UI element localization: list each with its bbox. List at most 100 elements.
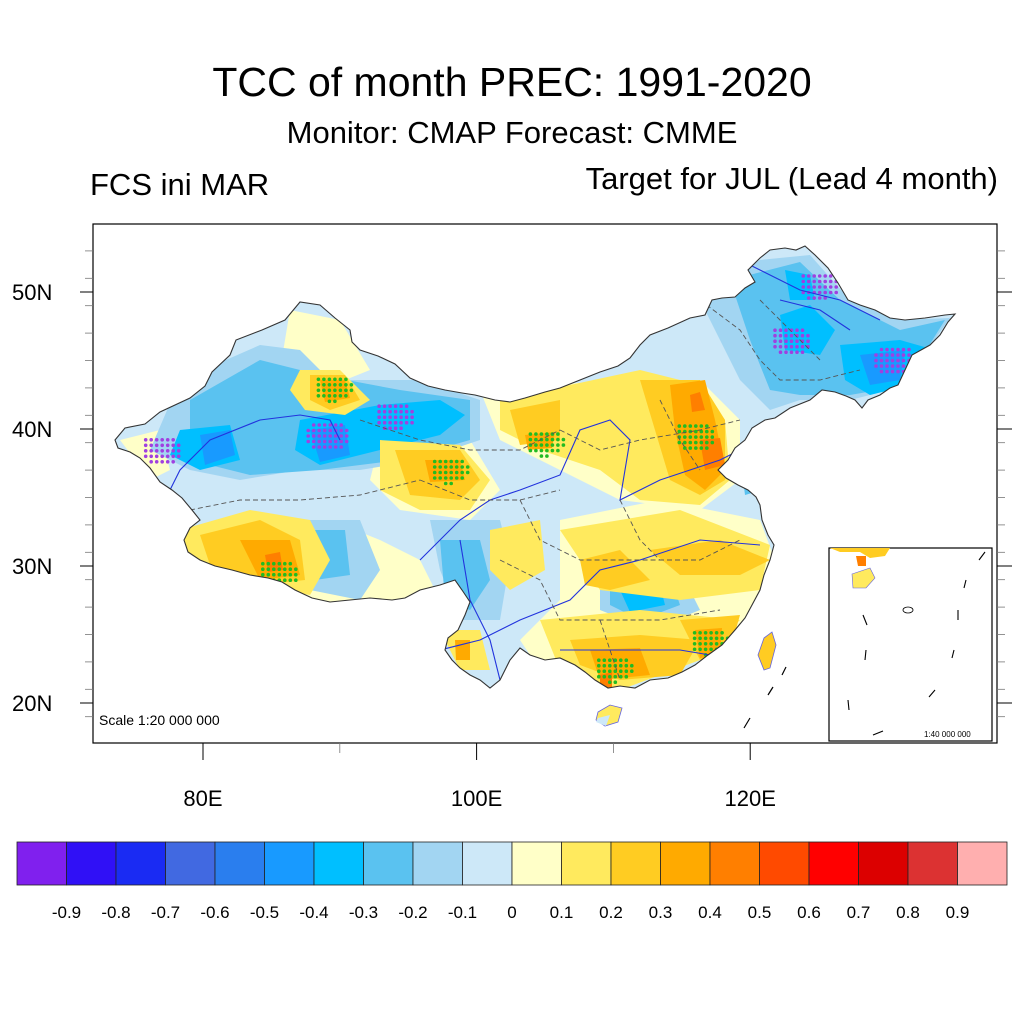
stipple-dot bbox=[907, 347, 911, 352]
stipple-dot bbox=[432, 465, 437, 469]
stipple-dot bbox=[806, 285, 811, 289]
stipple-dot bbox=[550, 443, 555, 447]
stipple-dot bbox=[778, 344, 783, 349]
stipple-dot bbox=[556, 437, 560, 442]
stipple-dot bbox=[602, 658, 607, 662]
stipple-dot bbox=[149, 443, 153, 448]
stipple-dot bbox=[333, 423, 338, 427]
stipple-dot bbox=[694, 424, 698, 428]
stipple-dot bbox=[317, 445, 322, 449]
colorbar-swatch bbox=[957, 841, 1008, 886]
stipple-dot bbox=[699, 429, 704, 434]
stipple-dot bbox=[890, 369, 895, 374]
province-border bbox=[189, 479, 421, 511]
stipple-dot bbox=[311, 445, 316, 449]
stipple-dot bbox=[344, 394, 348, 398]
stipple-dot bbox=[377, 409, 381, 414]
stipple-dot bbox=[597, 669, 601, 673]
stipple-dot bbox=[165, 449, 170, 453]
stipple-dot bbox=[338, 383, 343, 387]
stipple-dot bbox=[261, 561, 265, 566]
colorbar-swatch bbox=[907, 841, 958, 886]
stipple-dot bbox=[890, 353, 895, 357]
stipple-dot bbox=[801, 274, 805, 278]
stipple-dot bbox=[322, 377, 326, 382]
stipple-dot bbox=[410, 409, 414, 414]
stipple-dot bbox=[349, 388, 354, 393]
stipple-dot bbox=[306, 439, 311, 444]
stipple-dot bbox=[388, 420, 392, 425]
colorbar-swatch bbox=[412, 841, 463, 886]
stipple-dot bbox=[885, 347, 889, 352]
contour-band bbox=[490, 520, 545, 590]
taiwan bbox=[757, 631, 777, 671]
stipple-dot bbox=[154, 460, 159, 464]
stipple-dot bbox=[901, 364, 906, 368]
colorbar: -0.9 -0.8 -0.7 -0.6 -0.5 -0.4 -0.3 -0.2 -0.1 0 0.1… bbox=[16, 841, 1008, 922]
stipple-dot bbox=[465, 465, 470, 469]
stipple-dot bbox=[688, 424, 693, 428]
init-month-label: FCS ini MAR bbox=[90, 167, 270, 202]
stipple-dot bbox=[306, 428, 311, 433]
stipple-dot bbox=[800, 344, 805, 349]
stipple-dot bbox=[545, 448, 549, 453]
stipple-dot bbox=[528, 437, 533, 442]
stipple-dot bbox=[143, 443, 148, 448]
stipple-dot bbox=[608, 663, 612, 668]
stipple-dot bbox=[410, 420, 414, 425]
stipple-dot bbox=[160, 449, 164, 453]
stipple-dot bbox=[154, 454, 159, 459]
stipple-dot bbox=[879, 364, 884, 368]
stipple-dot bbox=[801, 290, 805, 295]
colorbar-tick-label: 0.2 bbox=[599, 903, 623, 922]
stipple-dot bbox=[311, 423, 316, 427]
stipple-dot bbox=[677, 429, 682, 434]
stipple-dot bbox=[272, 561, 276, 566]
province-border bbox=[419, 479, 561, 501]
stipple-dot bbox=[597, 674, 601, 679]
lat-tick-label: 40N bbox=[12, 417, 52, 442]
lat-tick-label: 50N bbox=[12, 280, 52, 305]
contour-band bbox=[650, 540, 770, 575]
stipple-dot bbox=[823, 279, 827, 284]
stipple-dot bbox=[534, 443, 538, 447]
stipple-dot bbox=[688, 446, 693, 450]
province-border bbox=[519, 499, 660, 561]
stipple-dot bbox=[795, 350, 799, 355]
stipple-dot bbox=[266, 567, 271, 571]
stipple-dot bbox=[288, 578, 293, 582]
colorbar-swatch bbox=[759, 841, 810, 886]
stipple-dot bbox=[322, 394, 326, 398]
stipple-dot bbox=[338, 377, 343, 382]
province-boundaries bbox=[189, 299, 861, 681]
dash-segment bbox=[743, 717, 751, 729]
inset-island bbox=[902, 606, 914, 614]
stipple-dot bbox=[534, 432, 538, 436]
lat-tick-label: 30N bbox=[12, 554, 52, 579]
stipple-dot bbox=[399, 420, 403, 425]
stipple-dot bbox=[393, 409, 398, 414]
stipple-dot bbox=[901, 353, 906, 357]
stipple-dot bbox=[382, 409, 387, 414]
stipple-dot bbox=[322, 423, 327, 427]
stipple-dot bbox=[288, 561, 293, 566]
contour-band bbox=[310, 425, 350, 462]
stipple-dot bbox=[823, 285, 827, 289]
stipple-dot bbox=[907, 353, 911, 357]
stipple-dot bbox=[817, 285, 822, 289]
stipple-dot bbox=[327, 383, 332, 387]
stipple-dot bbox=[683, 435, 687, 439]
stipple-dot bbox=[154, 443, 159, 448]
stipple-dot bbox=[545, 454, 549, 458]
stipple-dot bbox=[613, 669, 618, 673]
stipple-dot bbox=[812, 296, 816, 300]
stipple-dot bbox=[316, 388, 321, 393]
national-border bbox=[114, 245, 957, 689]
stipple-dot bbox=[311, 439, 316, 444]
map-axes: 50N 40N 30N 20N 80E 100E 120E bbox=[12, 250, 1012, 811]
stipple-dot bbox=[602, 674, 607, 679]
stipple-dot bbox=[896, 369, 900, 374]
colorbar-swatch bbox=[858, 841, 909, 886]
contour-band bbox=[690, 392, 705, 412]
stipple-dot bbox=[698, 631, 702, 635]
